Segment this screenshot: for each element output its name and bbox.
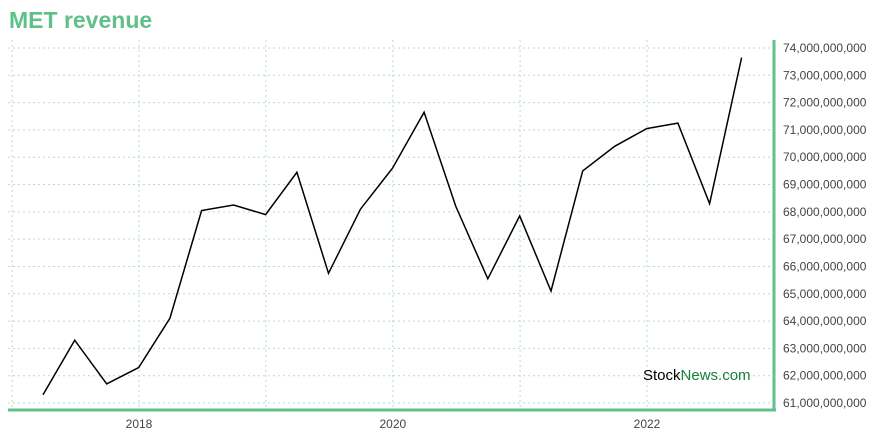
y-tick-label: 64,000,000,000 xyxy=(783,314,867,328)
y-tick-label: 62,000,000,000 xyxy=(783,369,867,383)
series-layer xyxy=(42,57,743,396)
axes xyxy=(8,40,776,412)
y-tick-label: 69,000,000,000 xyxy=(783,178,867,192)
y-tick-label: 67,000,000,000 xyxy=(783,232,867,246)
y-tick-label: 68,000,000,000 xyxy=(783,205,867,219)
x-tick-label: 2022 xyxy=(634,417,661,431)
y-tick-label: 74,000,000,000 xyxy=(783,41,867,55)
series-line xyxy=(42,57,743,396)
chart-title: MET revenue xyxy=(9,7,153,33)
y-tick-label: 63,000,000,000 xyxy=(783,341,867,355)
y-tick-label: 72,000,000,000 xyxy=(783,96,867,110)
y-tick-label: 65,000,000,000 xyxy=(783,287,867,301)
y-tick-label: 70,000,000,000 xyxy=(783,150,867,164)
y-tick-label: 73,000,000,000 xyxy=(783,68,867,82)
y-tick-label: 61,000,000,000 xyxy=(783,396,867,410)
watermark: StockNews.com xyxy=(643,367,751,384)
x-tick-label: 2018 xyxy=(126,417,153,431)
y-tick-label: 71,000,000,000 xyxy=(783,123,867,137)
y-tick-label: 66,000,000,000 xyxy=(783,259,867,273)
x-tick-label: 2020 xyxy=(379,417,406,431)
tick-labels: 61,000,000,000 62,000,000,000 63,000,000,0… xyxy=(126,41,867,431)
grid xyxy=(8,40,775,410)
